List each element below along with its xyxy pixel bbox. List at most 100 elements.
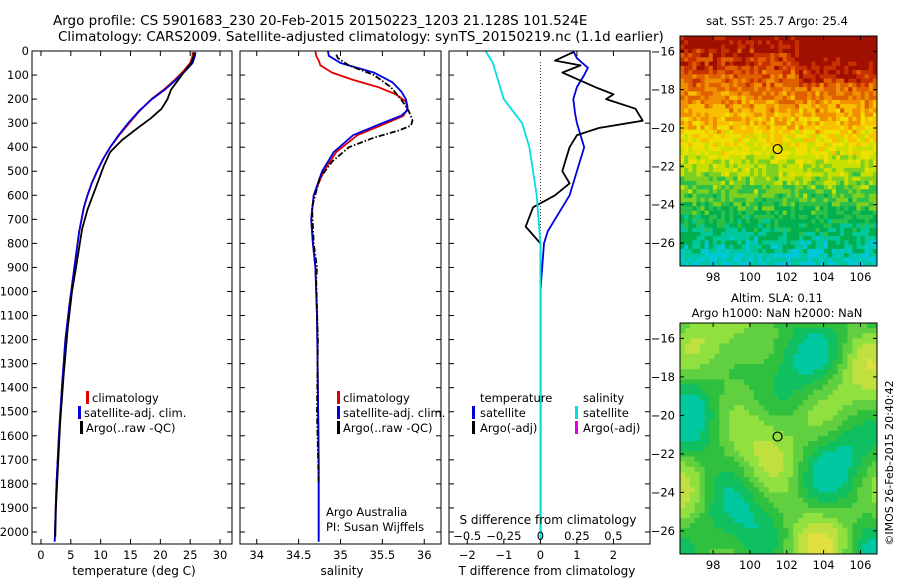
sst-map-cell — [835, 65, 841, 71]
sst-map-cell — [692, 44, 697, 50]
sst-map-cell — [827, 104, 833, 109]
sla-map-cell — [704, 548, 711, 555]
sst-map-cell — [868, 78, 874, 84]
sla-map-cell — [827, 538, 834, 545]
sla-map-cell — [753, 487, 760, 493]
sla-map-cell — [778, 518, 784, 524]
sla-map-cell — [808, 543, 814, 550]
sst-map-cell — [819, 151, 825, 156]
sst-map-cell — [745, 185, 751, 190]
sst-map-cell — [840, 244, 845, 250]
sla-map-cell — [862, 323, 868, 329]
sst-map-cell — [774, 65, 779, 71]
sst-map-cell — [844, 61, 849, 67]
sst-map-cell — [807, 74, 812, 80]
sst-map-cell — [741, 151, 747, 156]
sst-map-cell — [794, 185, 800, 190]
sla-map-cell — [842, 471, 848, 478]
sst-map-cell — [766, 142, 771, 148]
sla-map-cell — [773, 333, 779, 339]
sla-map-cell — [729, 425, 735, 432]
sla-map-cell — [862, 446, 868, 452]
sst-map-cell — [823, 40, 829, 46]
sla-map-cell — [842, 533, 848, 540]
sla-map-cell — [734, 533, 740, 540]
sst-map-cell — [753, 36, 759, 41]
sst-map-cell — [680, 91, 685, 97]
sst-map-cell — [815, 121, 821, 126]
sst-map-cell — [778, 82, 784, 88]
sla-map-cell — [768, 420, 775, 427]
sst-map-cell — [741, 223, 747, 229]
sst-map-cell — [823, 36, 829, 41]
sla-map-cell — [773, 410, 779, 416]
sla-map-cell — [847, 461, 853, 468]
sst-map-cell — [737, 57, 743, 63]
sla-map-cell — [872, 497, 878, 504]
sla-map-cell — [837, 471, 844, 478]
sla-map-cell — [832, 528, 839, 534]
sst-map-cell — [692, 223, 697, 229]
sla-map-cell — [684, 364, 691, 370]
sst-map-cell — [741, 253, 747, 258]
sla-map-cell — [763, 374, 770, 380]
sst-map-cell — [766, 231, 771, 237]
sst-map-cell — [757, 227, 763, 233]
sla-map-cell — [808, 389, 814, 396]
sst-map-cell — [770, 244, 775, 250]
sla-map-cell — [837, 518, 844, 524]
sst-map-cell — [774, 133, 779, 139]
sla-map-cell — [714, 466, 720, 473]
sst-map-cell — [864, 253, 870, 258]
sla-map-cell — [719, 528, 725, 534]
sla-map-cell — [788, 538, 794, 545]
sst-map-cell — [856, 65, 862, 71]
sst-map-cell — [696, 155, 702, 161]
depth-tick-label: 1100 — [0, 309, 29, 323]
sla-map-cell — [739, 389, 745, 396]
sst-map-cell — [766, 151, 771, 156]
sst-map-cell — [827, 214, 833, 220]
sst-map-cell — [684, 146, 689, 152]
sst-map-title: sat. SST: 25.7 Argo: 25.4 — [706, 14, 848, 28]
sla-map-cell — [803, 379, 809, 386]
sla-map-cell — [689, 410, 696, 416]
sst-map-cell — [712, 125, 718, 131]
sla-map-cell — [827, 374, 834, 380]
sla-map-cell — [773, 405, 779, 411]
sst-map-cell — [823, 180, 829, 186]
sst-map-cell — [786, 159, 792, 165]
sst-map-cell — [852, 70, 857, 75]
sst-map-cell — [692, 197, 697, 203]
sla-map-cell — [689, 461, 696, 468]
sst-map-cell — [872, 206, 878, 212]
sst-map-cell — [823, 138, 829, 143]
sst-map-cell — [860, 151, 866, 156]
sst-map-cell — [864, 180, 870, 186]
sst-map-cell — [790, 240, 796, 246]
sst-map-cell — [782, 261, 788, 267]
sst-map-cell — [864, 261, 870, 267]
sla-map-cell — [724, 548, 730, 555]
sla-map-cell — [793, 410, 799, 416]
sla-map-cell — [827, 497, 834, 504]
sla-map-cell — [793, 492, 799, 499]
sst-map-cell — [868, 219, 874, 224]
sst-map-cell — [868, 168, 874, 173]
sla-map-cell — [719, 456, 725, 463]
sla-map-cell — [768, 328, 775, 334]
sla-map-cell — [694, 548, 701, 555]
sst-map-cell — [770, 40, 775, 46]
sla-map-cell — [680, 323, 686, 329]
sst-map-cell — [766, 57, 771, 63]
sst-map-cell — [831, 185, 837, 190]
sla-map-cell — [739, 461, 745, 468]
sst-map-cell — [692, 104, 697, 109]
sst-map-cell — [716, 176, 722, 182]
sla-map-cell — [788, 487, 794, 493]
sla-map-cell — [827, 343, 834, 350]
sla-map-cell — [744, 497, 750, 504]
sla-map-cell — [798, 420, 804, 427]
sst-map-cell — [774, 244, 779, 250]
sst-map-cell — [741, 133, 747, 139]
